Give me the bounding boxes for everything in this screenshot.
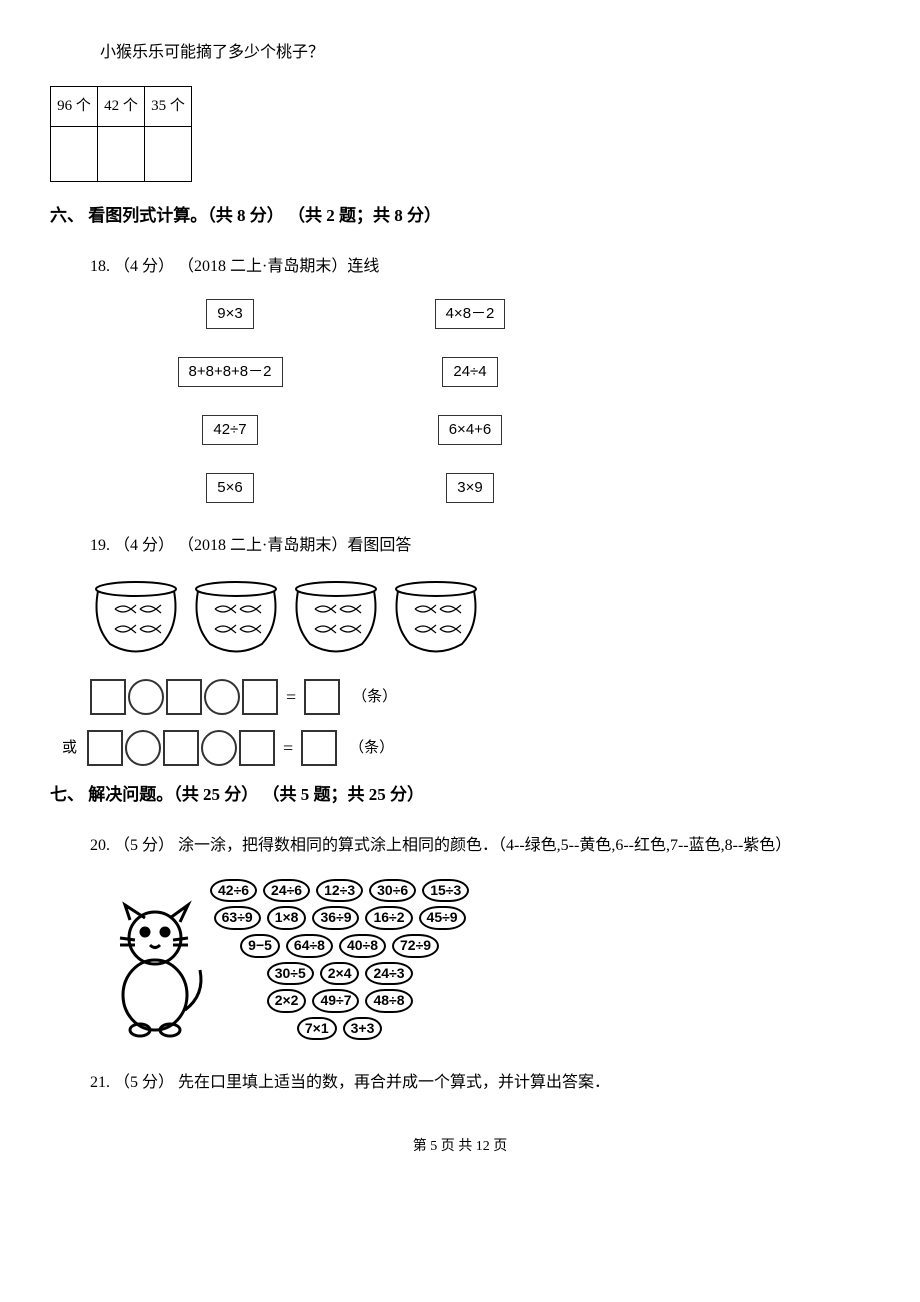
peach-cell: 96 个	[51, 86, 98, 126]
section7-heading: 七、 解决问题。（共 25 分） （共 5 题；共 25 分）	[50, 781, 870, 808]
peach-blank	[98, 126, 145, 181]
blank-square	[90, 679, 126, 715]
expr-bubble: 40÷8	[339, 934, 386, 958]
q20-figure: 42÷6 24÷6 12÷3 30÷6 15÷3 63÷9 1×8 36÷9 1…	[100, 879, 870, 1041]
expr-bubble: 15÷3	[422, 879, 469, 903]
blank-circle	[204, 679, 240, 715]
expr-box: 5×6	[206, 473, 253, 503]
expr-box: 42÷7	[202, 415, 257, 445]
expr-box: 24÷4	[442, 357, 497, 387]
unit-label: （条）	[352, 685, 397, 709]
fishbowl-icon	[190, 579, 282, 654]
blank-square	[239, 730, 275, 766]
blank-square	[242, 679, 278, 715]
equation-row-2: 或 = （条）	[90, 730, 870, 766]
q19-line: 19. （4 分） （2018 二上·青岛期末）看图回答	[90, 533, 870, 559]
expr-bubble: 2×2	[267, 989, 307, 1013]
fishbowl-icon	[290, 579, 382, 654]
expr-bubble: 1×8	[267, 906, 307, 930]
peach-cell: 42 个	[98, 86, 145, 126]
expr-bubble: 3+3	[343, 1017, 383, 1041]
q18-match-grid: 9×3 4×8－2 8+8+8+8－2 24÷4 42÷7 6×4+6 5×6 …	[110, 299, 870, 503]
fishbowl-row	[90, 579, 870, 654]
section6-heading: 六、 看图列式计算。（共 8 分） （共 2 题；共 8 分）	[50, 202, 870, 229]
equals-sign: =	[286, 683, 296, 712]
or-label: 或	[62, 736, 77, 760]
expr-bubble: 12÷3	[316, 879, 363, 903]
intro-prompt: 小猴乐乐可能摘了多少个桃子？	[100, 40, 870, 66]
expr-bubble: 42÷6	[210, 879, 257, 903]
expr-bubble: 9−5	[240, 934, 280, 958]
fishbowl-icon	[390, 579, 482, 654]
blank-square	[163, 730, 199, 766]
expr-bubble: 63÷9	[214, 906, 261, 930]
q21-line: 21. （5 分） 先在口里填上适当的数，再合并成一个算式，并计算出答案．	[90, 1070, 870, 1096]
expr-bubble: 16÷2	[365, 906, 412, 930]
expr-bubble: 45÷9	[419, 906, 466, 930]
expr-box: 9×3	[206, 299, 253, 329]
expr-bubble: 24÷3	[365, 962, 412, 986]
q18-line: 18. （4 分） （2018 二上·青岛期末）连线	[90, 254, 870, 280]
expr-box: 3×9	[446, 473, 493, 503]
blank-circle	[201, 730, 237, 766]
blank-circle	[128, 679, 164, 715]
equals-sign: =	[283, 734, 293, 763]
expr-bubble: 30÷5	[267, 962, 314, 986]
blank-square	[166, 679, 202, 715]
expr-bubble: 30÷6	[369, 879, 416, 903]
expr-box: 6×4+6	[438, 415, 503, 445]
expr-bubble: 48÷8	[365, 989, 412, 1013]
peach-blank	[51, 126, 98, 181]
fishbowl-icon	[90, 579, 182, 654]
equation-row-1: = （条）	[90, 679, 870, 715]
blank-square	[301, 730, 337, 766]
expr-bubble: 2×4	[320, 962, 360, 986]
peach-blank	[145, 126, 192, 181]
peach-cell: 35 个	[145, 86, 192, 126]
blank-square	[304, 679, 340, 715]
expr-bubble: 7×1	[297, 1017, 337, 1041]
expr-bubble: 36÷9	[312, 906, 359, 930]
expr-box: 8+8+8+8－2	[178, 357, 283, 387]
expr-bubble: 24÷6	[263, 879, 310, 903]
expr-bubble: 64÷8	[286, 934, 333, 958]
peach-table: 96 个 42 个 35 个	[50, 86, 192, 182]
q20-line: 20. （5 分） 涂一涂，把得数相同的算式涂上相同的颜色．（4--绿色,5--…	[90, 833, 870, 859]
bubble-pyramid: 42÷6 24÷6 12÷3 30÷6 15÷3 63÷9 1×8 36÷9 1…	[210, 879, 469, 1041]
unit-label: （条）	[349, 736, 394, 760]
expr-bubble: 72÷9	[392, 934, 439, 958]
blank-circle	[125, 730, 161, 766]
cat-icon	[100, 900, 210, 1040]
expr-box: 4×8－2	[435, 299, 506, 329]
expr-bubble: 49÷7	[312, 989, 359, 1013]
blank-square	[87, 730, 123, 766]
page-footer: 第 5 页 共 12 页	[50, 1136, 870, 1158]
